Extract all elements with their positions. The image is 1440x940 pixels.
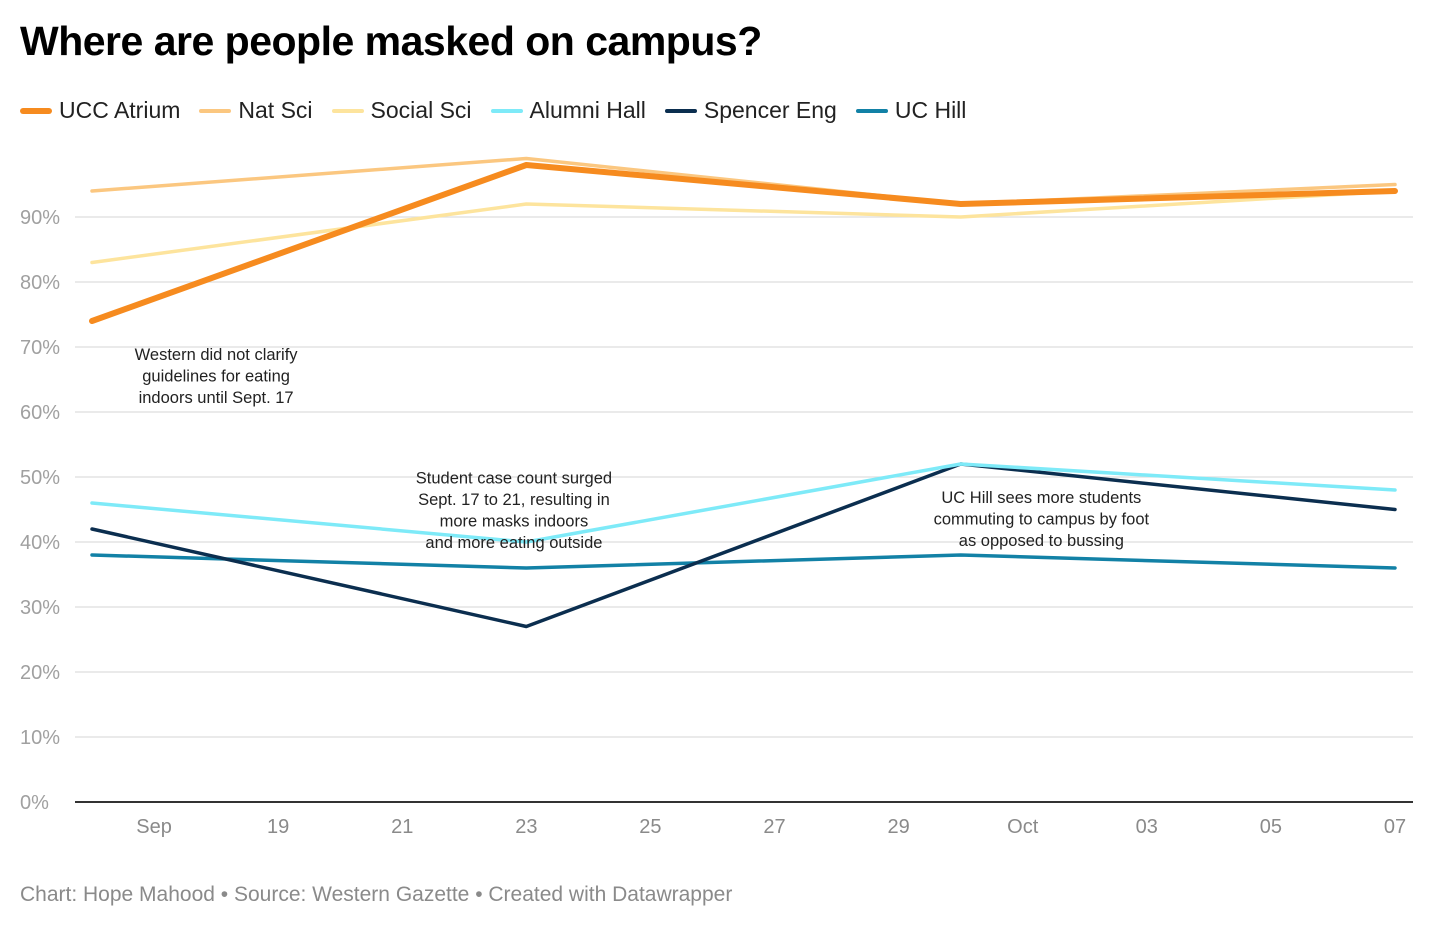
y-tick-label: 60% [20,402,60,424]
legend-swatch [855,108,888,113]
x-tick-label: 29 [887,816,909,838]
annotation-line: UC Hill sees more students [941,489,1141,507]
x-tick-label: 03 [1136,816,1158,838]
legend-swatch [490,108,523,113]
annotation-line: Western did not clarify [135,346,299,364]
y-tick-label: 70% [20,337,60,359]
annotation-line: indoors until Sept. 17 [139,389,294,407]
legend-label: Social Sci [370,97,472,123]
legend-label: Nat Sci [238,97,313,123]
legend-label: Alumni Hall [529,97,646,123]
legend-item: Alumni Hall [490,97,646,124]
y-tick-label: 80% [20,272,60,294]
annotation-line: and more eating outside [425,534,602,552]
chart-footer: Chart: Hope Mahood • Source: Western Gaz… [20,883,733,906]
x-tick-label: 23 [515,816,537,838]
legend-label: Spencer Eng [703,97,837,123]
legend-label: UCC Atrium [59,97,181,123]
chart-legend: UCC Atrium Nat Sci Social Sci Alumni Hall Sp… [20,97,985,124]
x-tick-label: 25 [639,816,661,838]
x-tick-label: 05 [1260,816,1282,838]
x-tick-label: Sep [136,816,172,838]
x-tick-label: 19 [267,816,289,838]
annotation-line: commuting to campus by foot [934,511,1150,529]
x-tick-label: 27 [763,816,785,838]
x-tick-label: 07 [1384,816,1406,838]
legend-item: UC Hill [855,97,967,124]
legend-item: UCC Atrium [20,97,180,124]
series-line-spencer-eng [90,462,1397,629]
legend-item: Spencer Eng [664,97,837,124]
y-tick-label: 40% [20,532,60,554]
y-tick-label: 50% [20,467,60,489]
legend-swatch [199,108,232,113]
series-line-nat-sci [90,156,1397,206]
chart-title: Where are people masked on campus? [20,18,762,64]
y-tick-label: 30% [20,597,60,619]
legend-label: UC Hill [894,97,967,123]
series-line-ucc-atrium [89,162,1398,324]
y-tick-label: 0% [20,792,49,814]
annotation-line: Sept. 17 to 21, resulting in [418,491,610,509]
y-tick-label: 10% [20,727,60,749]
legend-swatch [664,108,697,113]
series-line-social-sci [90,189,1397,265]
legend-item: Social Sci [331,97,472,124]
x-tick-label: 21 [391,816,413,838]
series-line-uc-hill [90,553,1397,570]
annotation-line: as opposed to bussing [959,532,1124,550]
legend-item: Nat Sci [199,97,313,124]
legend-swatch [20,107,52,114]
annotation-line: guidelines for eating [142,368,290,386]
y-tick-label: 20% [20,662,60,684]
annotation-line: more masks indoors [440,513,589,531]
legend-swatch [331,108,364,113]
annotation-line: Student case count surged [416,470,612,488]
y-tick-label: 90% [20,207,60,229]
series-line-alumni-hall [90,462,1397,544]
x-tick-label: Oct [1007,816,1039,838]
